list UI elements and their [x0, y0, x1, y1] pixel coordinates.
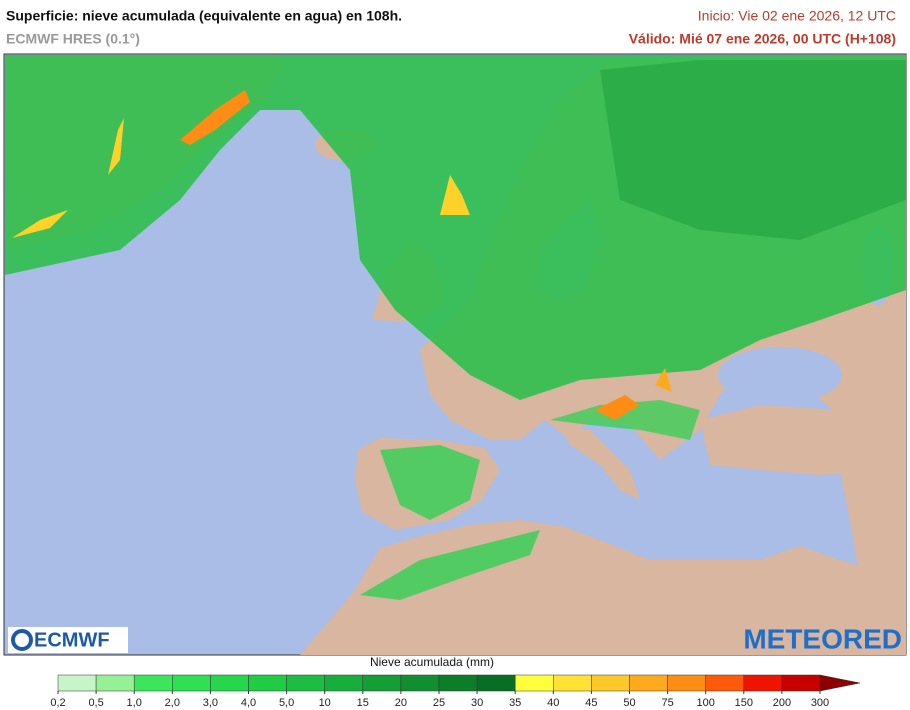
map: ECMWF METEORED: [3, 53, 907, 656]
colorbar-swatch: [514, 674, 554, 692]
snow-max-carpathians: [655, 368, 672, 392]
model: ECMWF HRES (0.1°): [6, 31, 140, 47]
logo-left-icon: [11, 629, 33, 651]
title: Superficie: nieve acumulada (equivalente…: [6, 8, 402, 24]
colorbar-swatch: [362, 674, 402, 692]
colorbar-swatch: [133, 674, 173, 692]
snow-atlas: [360, 530, 540, 600]
colorbar-tick-label: 5,0: [279, 697, 294, 709]
colorbar-tick-label: 100: [697, 697, 715, 709]
snow-alps: [550, 400, 700, 440]
colorbar-swatch: [667, 674, 706, 692]
colorbar-tick-label: 20: [395, 697, 407, 709]
colorbar-swatch: [95, 674, 135, 692]
colorbar-tick-label: 3,0: [203, 697, 218, 709]
italy: [560, 425, 640, 500]
black-sea: [718, 347, 842, 403]
snow-max-norway: [440, 175, 470, 215]
init-time: Inicio: Vie 02 ene 2026, 12 UTC: [698, 8, 896, 24]
colorbar-swatch: [248, 674, 287, 692]
snow-max-west2: [12, 210, 68, 238]
logo-left: ECMWF: [34, 629, 110, 651]
middle-east: [840, 470, 906, 600]
colorbar-tick-label: 0,2: [50, 697, 65, 709]
colorbar-swatch: [743, 674, 783, 692]
colorbar-tick-label: 45: [585, 697, 597, 709]
snow-max-greenland: [180, 90, 250, 145]
colorbar-tick-label: 2,0: [165, 697, 180, 709]
colorbar-tick-label: 75: [661, 697, 673, 709]
colorbar-tick-label: 25: [433, 697, 445, 709]
colorbar-swatch: [400, 674, 440, 692]
snow-heavy: [600, 60, 906, 240]
snow-iberia: [380, 445, 480, 520]
colorbar-tick-label: 10: [319, 697, 331, 709]
logo-right: METEORED: [743, 623, 902, 654]
colorbar-swatch: [705, 674, 745, 692]
colorbar-tick-label: 200: [773, 697, 791, 709]
colorbar-tick-label: 40: [547, 697, 559, 709]
colorbar-tick-label: 4,0: [241, 697, 256, 709]
colorbar-swatch: [781, 674, 821, 692]
colorbar-swatch: [172, 674, 211, 692]
colorbar-swatch: [476, 674, 516, 692]
snow-max-balkans: [595, 395, 640, 420]
colorbar-swatch: [324, 674, 364, 692]
colorbar-swatch: [286, 674, 325, 692]
colorbar-tick-label: 15: [357, 697, 369, 709]
colorbar: 0,2 0,5 1,0 2,0 3,0 4,0 5,0 10 15 20 25 30 35 40 45 50 7…: [50, 674, 861, 709]
colorbar-tick-label: 0,5: [88, 697, 103, 709]
colorbar-tick-label: 1,0: [127, 697, 142, 709]
colorbar-swatch: [591, 674, 630, 692]
colorbar-tick-label: 30: [471, 697, 483, 709]
colorbar-swatch: [438, 674, 478, 692]
colorbar-swatch: [210, 674, 249, 692]
colorbar-swatch: [57, 674, 97, 692]
legend-label: Nieve acumulada (mm): [370, 655, 494, 669]
snow-max-west: [108, 118, 124, 175]
colorbar-tick-label: 50: [623, 697, 635, 709]
colorbar-tick-label: 300: [811, 697, 829, 709]
colorbar-tick-label: 35: [509, 697, 521, 709]
colorbar-swatch: [629, 674, 668, 692]
colorbar-swatch: [553, 674, 592, 692]
turkey: [700, 400, 906, 475]
colorbar-tick-label: 150: [735, 697, 753, 709]
colorbar-arrow: [819, 674, 861, 692]
valid-time: Válido: Mié 07 ene 2026, 00 UTC (H+108): [629, 31, 896, 47]
